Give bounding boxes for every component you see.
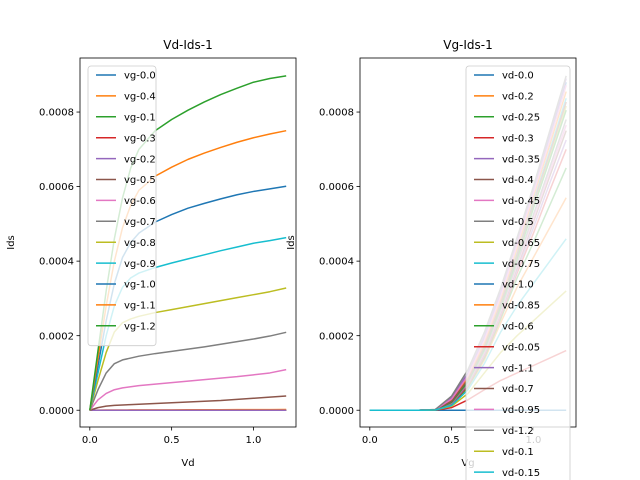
vd-ids-legend-box (87, 65, 157, 347)
vg-ids-legend-label: vd-0.25 (502, 113, 540, 124)
vg-ids-legend-label: vd-1.0 (502, 280, 534, 291)
vg-ids-legend-item: vd-0.25 (474, 113, 540, 124)
vd-ids-legend-item: vg-0.1 (96, 113, 156, 124)
vg-ids-legend-label: vd-0.7 (502, 384, 534, 395)
vg-ids-legend-item: vd-0.65 (474, 238, 540, 249)
vd-ids-legend-label: vg-0.1 (124, 113, 156, 124)
vg-ids-legend-item: vd-1.0 (474, 280, 534, 291)
vd-ids-legend-label: vg-1.0 (124, 280, 156, 291)
vg-ids-legend-label: vd-0.15 (502, 468, 540, 479)
vg-ids-legend-label: vd-0.1 (502, 447, 534, 458)
vd-ids-series-line-vg-0.6 (89, 368, 287, 411)
vd-ids-axes-frame (79, 57, 297, 428)
vd-ids-legend-item: vg-1.2 (96, 322, 156, 333)
vg-ids-chart-title: Vg-Ids-1 (443, 38, 493, 52)
vg-ids-legend-label: vd-0.85 (502, 301, 540, 312)
vg-ids-y-tick-label: 0.0006 (319, 182, 354, 193)
vg-ids-legend-item: vd-0.15 (474, 468, 540, 479)
vg-ids-legend-label: vd-0.05 (502, 342, 540, 353)
vd-ids-legend-label: vg-0.4 (124, 92, 156, 103)
vd-ids-legend-item: vg-0.7 (96, 217, 156, 228)
vg-ids-legend-label: vd-0.65 (502, 238, 540, 249)
vd-ids-legend-label: vg-0.6 (124, 196, 156, 207)
vd-ids-x-tick-label: 0.0 (82, 435, 98, 446)
vd-ids-legend-label: vg-0.8 (124, 238, 156, 249)
vd-ids-legend-label: vg-0.5 (124, 175, 156, 186)
vg-ids-legend-item: vd-0.45 (474, 196, 540, 207)
vd-ids-legend-label: vg-0.0 (124, 71, 156, 82)
vg-ids-x-tick-label: 0.5 (444, 435, 460, 446)
vg-ids-legend-item: vd-1.1 (474, 363, 534, 374)
vg-ids-legend-label: vd-0.0 (502, 71, 534, 82)
vg-ids-legend-item: vd-0.3 (474, 133, 534, 144)
vg-ids-legend-label: vd-0.2 (502, 92, 534, 103)
vd-ids-chart-title: Vd-Ids-1 (163, 38, 213, 52)
vd-ids-y-tick-label: 0.0006 (39, 182, 74, 193)
vg-ids-legend-item: vd-0.5 (474, 217, 534, 228)
vd-ids-legend-item: vg-0.8 (96, 238, 156, 249)
vg-ids-legend-label: vd-0.35 (502, 154, 540, 165)
vd-ids-y-tick-label: 0.0000 (39, 406, 74, 417)
vg-ids-legend-item: vd-0.95 (474, 405, 540, 416)
vd-ids-legend-item: vg-0.9 (96, 259, 156, 270)
vd-ids-legend-item: vg-0.0 (96, 71, 156, 82)
vg-ids-legend: vd-0.0 vd-0.2 vd-0.25 vd-0.3 vd-0.35 vd-0.4 vd… (465, 65, 571, 480)
vg-ids-legend-label: vd-0.4 (502, 175, 534, 186)
vd-ids-legend-item: vg-1.1 (96, 301, 156, 312)
vg-ids-y-tick-label: 0.0004 (319, 257, 354, 268)
vd-ids-y-tick-label: 0.0008 (39, 108, 74, 119)
vg-ids-legend-item: vd-0.7 (474, 384, 534, 395)
vg-ids-legend-label: vd-0.5 (502, 217, 534, 228)
vd-ids-series-line-vg-0.5 (89, 395, 287, 411)
vd-ids-legend-label: vg-1.2 (124, 322, 156, 333)
vd-ids-legend-item: vg-0.2 (96, 154, 156, 165)
vg-ids-legend-item: vd-0.85 (474, 301, 540, 312)
vd-ids-legend: vg-0.0 vg-0.4 vg-0.1 vg-0.3 vg-0.2 vg-0.5 vg-0… (87, 65, 157, 347)
vd-ids-legend-label: vg-0.2 (124, 154, 156, 165)
vg-ids-legend-label: vd-0.45 (502, 196, 540, 207)
vd-ids-legend-label: vg-0.3 (124, 133, 156, 144)
vd-ids-legend-label: vg-0.7 (124, 217, 156, 228)
vd-ids-x-axis-label: Vd (181, 458, 194, 469)
vd-ids-legend-item: vg-0.4 (96, 92, 156, 103)
vd-ids-legend-item: vg-0.3 (96, 133, 156, 144)
vd-ids-legend-label: vg-0.9 (124, 259, 156, 270)
vg-ids-y-tick-label: 0.0008 (319, 108, 354, 119)
vg-ids-x-tick-label: 0.0 (362, 435, 378, 446)
vd-ids-legend-item: vg-1.0 (96, 280, 156, 291)
vg-ids-legend-item: vd-0.0 (474, 71, 534, 82)
vg-ids-legend-item: vd-0.05 (474, 342, 540, 353)
vg-ids-legend-label: vd-0.75 (502, 259, 540, 270)
vd-ids-x-tick-label: 0.5 (164, 435, 180, 446)
vd-ids-y-axis-label: Ids (6, 235, 17, 250)
vg-ids-legend-item: vd-0.4 (474, 175, 534, 186)
vd-ids-legend-item: vg-0.6 (96, 196, 156, 207)
vg-ids-legend-item: vd-1.2 (474, 426, 534, 437)
vg-ids-y-axis-label: Ids (286, 235, 297, 250)
vd-ids-x-tick-label: 1.0 (246, 435, 262, 446)
vg-ids-legend-label: vd-0.3 (502, 133, 534, 144)
vg-ids-subplot: 0.00.51.00.00000.00020.00040.00060.0008V… (286, 38, 577, 480)
vd-ids-y-tick-label: 0.0004 (39, 257, 74, 268)
vg-ids-legend-label: vd-0.95 (502, 405, 540, 416)
vg-ids-legend-item: vd-0.35 (474, 154, 540, 165)
vd-ids-legend-label: vg-1.1 (124, 301, 156, 312)
vg-ids-legend-item: vd-0.75 (474, 259, 540, 270)
vg-ids-legend-box (465, 65, 571, 480)
vd-ids-series-line-vg-0.7 (89, 331, 287, 411)
vd-ids-legend-item: vg-0.5 (96, 175, 156, 186)
vg-ids-legend-item: vd-0.6 (474, 322, 534, 333)
vg-ids-legend-label: vd-1.2 (502, 426, 534, 437)
vg-ids-y-tick-label: 0.0002 (319, 331, 354, 342)
vd-ids-y-tick-label: 0.0002 (39, 331, 74, 342)
vg-ids-legend-label: vd-0.6 (502, 322, 534, 333)
vg-ids-legend-item: vd-0.1 (474, 447, 534, 458)
vd-ids-subplot: 0.0 0.5 1.0 0.0000 0.0002 0.0004 0.0006 0.0008 V… (6, 38, 297, 469)
vg-ids-y-tick-label: 0.0000 (319, 406, 354, 417)
vg-ids-legend-item: vd-0.2 (474, 92, 534, 103)
vg-ids-legend-label: vd-1.1 (502, 363, 534, 374)
